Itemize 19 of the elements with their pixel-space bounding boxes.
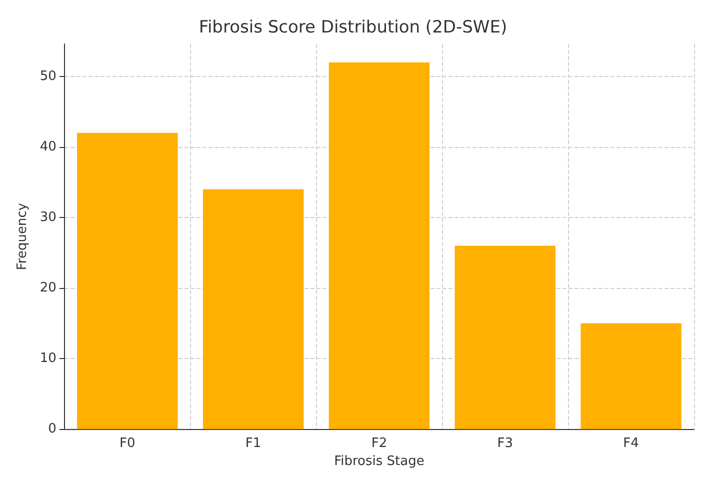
chart-title: Fibrosis Score Distribution (2D-SWE) bbox=[198, 18, 508, 38]
x-axis-title: Fibrosis Stage bbox=[334, 454, 424, 469]
x-tick-label: F4 bbox=[623, 436, 639, 452]
x-tick-label: F1 bbox=[245, 436, 262, 452]
x-tick-label: F2 bbox=[371, 436, 388, 452]
bar bbox=[202, 189, 304, 430]
y-tick-label: 50 bbox=[40, 68, 56, 84]
y-tick-label: 10 bbox=[40, 351, 56, 366]
y-tick-label: 30 bbox=[40, 210, 56, 226]
y-tick-label: 40 bbox=[40, 139, 56, 154]
bar bbox=[454, 246, 556, 430]
bar bbox=[77, 132, 178, 430]
y-axis-title: Frequency bbox=[15, 202, 30, 270]
x-tick-label: F0 bbox=[120, 436, 136, 452]
bar bbox=[580, 323, 682, 430]
y-tick-label: 20 bbox=[40, 280, 56, 296]
bar bbox=[328, 62, 430, 430]
x-tick-label: F3 bbox=[497, 436, 514, 452]
y-tick-label: 0 bbox=[48, 422, 56, 437]
